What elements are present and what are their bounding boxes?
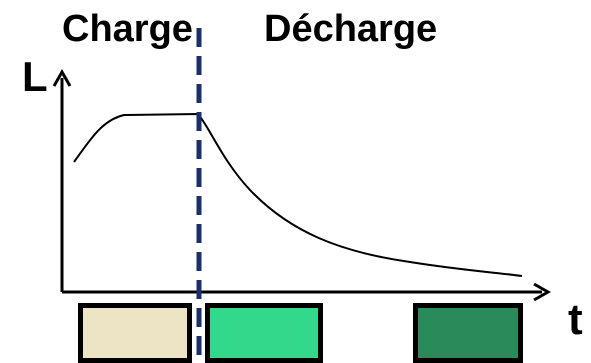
- charge-phase-label: Charge: [62, 8, 193, 50]
- y-axis-arrow-icon: [52, 68, 72, 87]
- y-axis-label: L: [22, 53, 48, 100]
- late-discharge-sample-swatch: [413, 303, 523, 363]
- charge-phase-sample-swatch: [78, 303, 192, 363]
- x-axis-label: t: [568, 295, 583, 344]
- x-axis-arrow-icon: [533, 282, 552, 302]
- discharge-phase-label: Décharge: [264, 8, 438, 50]
- early-discharge-sample-swatch: [205, 303, 323, 363]
- luminance-curve: [73, 112, 523, 277]
